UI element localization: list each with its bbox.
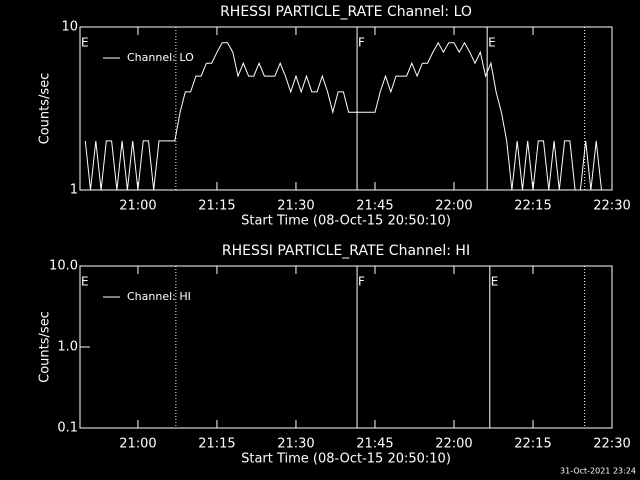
data-line <box>84 41 607 191</box>
x-tick-label: 21:00 <box>119 199 156 214</box>
y-tick-label: 10.0 <box>49 259 78 274</box>
x-tick-label: 22:15 <box>514 437 551 452</box>
y-tick-label: 1 <box>70 183 78 198</box>
x-tick-label: 21:45 <box>356 199 393 214</box>
y-tick-label: 0.1 <box>57 421 78 436</box>
marker-label: F <box>358 36 365 50</box>
x-tick-label: 21:45 <box>356 437 393 452</box>
x-tick-label: 22:00 <box>435 199 472 214</box>
marker-label: E <box>491 275 499 289</box>
chart-title: RHESSI PARTICLE_RATE Channel: LO <box>220 4 472 20</box>
x-axis-label: Start Time (08-Oct-15 20:50:10) <box>241 452 451 467</box>
chart-title: RHESSI PARTICLE_RATE Channel: HI <box>222 243 470 259</box>
legend-label: Channel: LO <box>127 51 194 64</box>
legend-label: Channel: HI <box>127 290 191 303</box>
y-axis-label: Counts/sec <box>38 73 53 145</box>
x-tick-label: 21:00 <box>119 437 156 452</box>
timestamp: 31-Oct-2021 23:24 <box>560 467 636 476</box>
y-axis-label: Counts/sec <box>38 311 53 383</box>
marker-label: E <box>488 36 496 50</box>
y-tick-label: 1.0 <box>57 340 78 355</box>
x-tick-label: 22:00 <box>435 437 472 452</box>
marker-label: F <box>358 275 365 289</box>
marker-label: E <box>81 36 89 50</box>
marker-label: E <box>81 275 89 289</box>
y-tick-label: 10 <box>61 20 78 35</box>
x-tick-label: 21:15 <box>198 437 235 452</box>
x-tick-label: 21:30 <box>277 437 314 452</box>
plot-frame <box>79 26 613 191</box>
x-tick-label: 22:30 <box>593 437 630 452</box>
x-tick-label: 22:15 <box>514 199 551 214</box>
x-tick-label: 22:30 <box>593 199 630 214</box>
x-tick-label: 21:15 <box>198 199 235 214</box>
x-tick-label: 21:30 <box>277 199 314 214</box>
x-axis-label: Start Time (08-Oct-15 20:50:10) <box>241 214 451 229</box>
